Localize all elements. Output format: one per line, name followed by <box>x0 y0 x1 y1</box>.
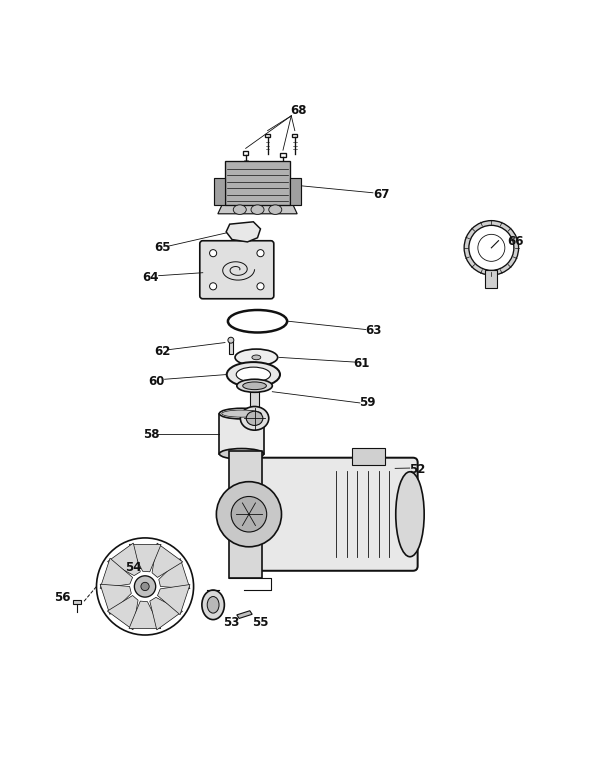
Bar <box>352 448 385 465</box>
Text: 52: 52 <box>409 463 426 476</box>
Text: 67: 67 <box>374 188 390 201</box>
Polygon shape <box>100 584 131 614</box>
Text: 65: 65 <box>155 241 171 254</box>
Bar <box>214 178 225 205</box>
Bar <box>485 270 497 288</box>
Bar <box>219 414 263 454</box>
Text: 59: 59 <box>359 396 375 409</box>
Bar <box>229 341 233 354</box>
Circle shape <box>217 482 282 547</box>
Ellipse shape <box>251 205 264 214</box>
Polygon shape <box>226 222 260 242</box>
Text: 66: 66 <box>507 236 523 248</box>
Circle shape <box>257 283 264 290</box>
Text: 54: 54 <box>125 561 141 574</box>
Ellipse shape <box>233 205 246 214</box>
Circle shape <box>210 283 217 290</box>
Polygon shape <box>108 543 140 575</box>
Text: 61: 61 <box>353 357 369 369</box>
Bar <box>292 134 297 137</box>
Ellipse shape <box>243 382 266 389</box>
Text: 53: 53 <box>223 616 239 629</box>
Polygon shape <box>129 545 161 572</box>
Ellipse shape <box>246 411 263 425</box>
Ellipse shape <box>236 367 271 382</box>
Ellipse shape <box>240 406 269 430</box>
Bar <box>243 151 248 155</box>
Circle shape <box>464 220 519 275</box>
Text: 63: 63 <box>365 324 381 337</box>
Bar <box>265 134 270 137</box>
Ellipse shape <box>221 410 261 417</box>
Polygon shape <box>150 598 182 630</box>
Polygon shape <box>129 601 161 629</box>
Bar <box>290 178 301 205</box>
Bar <box>230 451 262 578</box>
Circle shape <box>231 496 267 532</box>
Circle shape <box>469 225 514 270</box>
Ellipse shape <box>219 409 263 419</box>
Ellipse shape <box>227 362 280 387</box>
Ellipse shape <box>235 349 278 366</box>
Bar <box>250 384 259 419</box>
Text: 62: 62 <box>155 345 171 358</box>
Text: 60: 60 <box>149 375 165 388</box>
Circle shape <box>210 250 217 257</box>
FancyBboxPatch shape <box>239 458 417 571</box>
Bar <box>225 161 290 205</box>
Polygon shape <box>100 558 133 588</box>
FancyBboxPatch shape <box>200 240 274 299</box>
Polygon shape <box>107 595 138 630</box>
Circle shape <box>141 582 149 591</box>
Polygon shape <box>159 558 190 589</box>
Circle shape <box>134 576 156 598</box>
Polygon shape <box>157 584 190 614</box>
Ellipse shape <box>237 379 272 392</box>
Ellipse shape <box>202 590 224 620</box>
Text: 68: 68 <box>291 104 307 117</box>
Text: 58: 58 <box>143 428 159 441</box>
Circle shape <box>228 337 234 343</box>
Ellipse shape <box>395 472 424 557</box>
Ellipse shape <box>252 355 260 359</box>
Polygon shape <box>152 543 183 578</box>
Text: 55: 55 <box>252 616 269 629</box>
Polygon shape <box>218 205 297 214</box>
Polygon shape <box>237 611 252 618</box>
Ellipse shape <box>219 449 263 459</box>
Bar <box>73 600 81 604</box>
Text: 64: 64 <box>143 271 159 284</box>
Ellipse shape <box>269 205 282 214</box>
Text: 56: 56 <box>54 591 70 604</box>
Bar <box>281 153 285 157</box>
Circle shape <box>257 250 264 257</box>
Ellipse shape <box>207 597 219 613</box>
